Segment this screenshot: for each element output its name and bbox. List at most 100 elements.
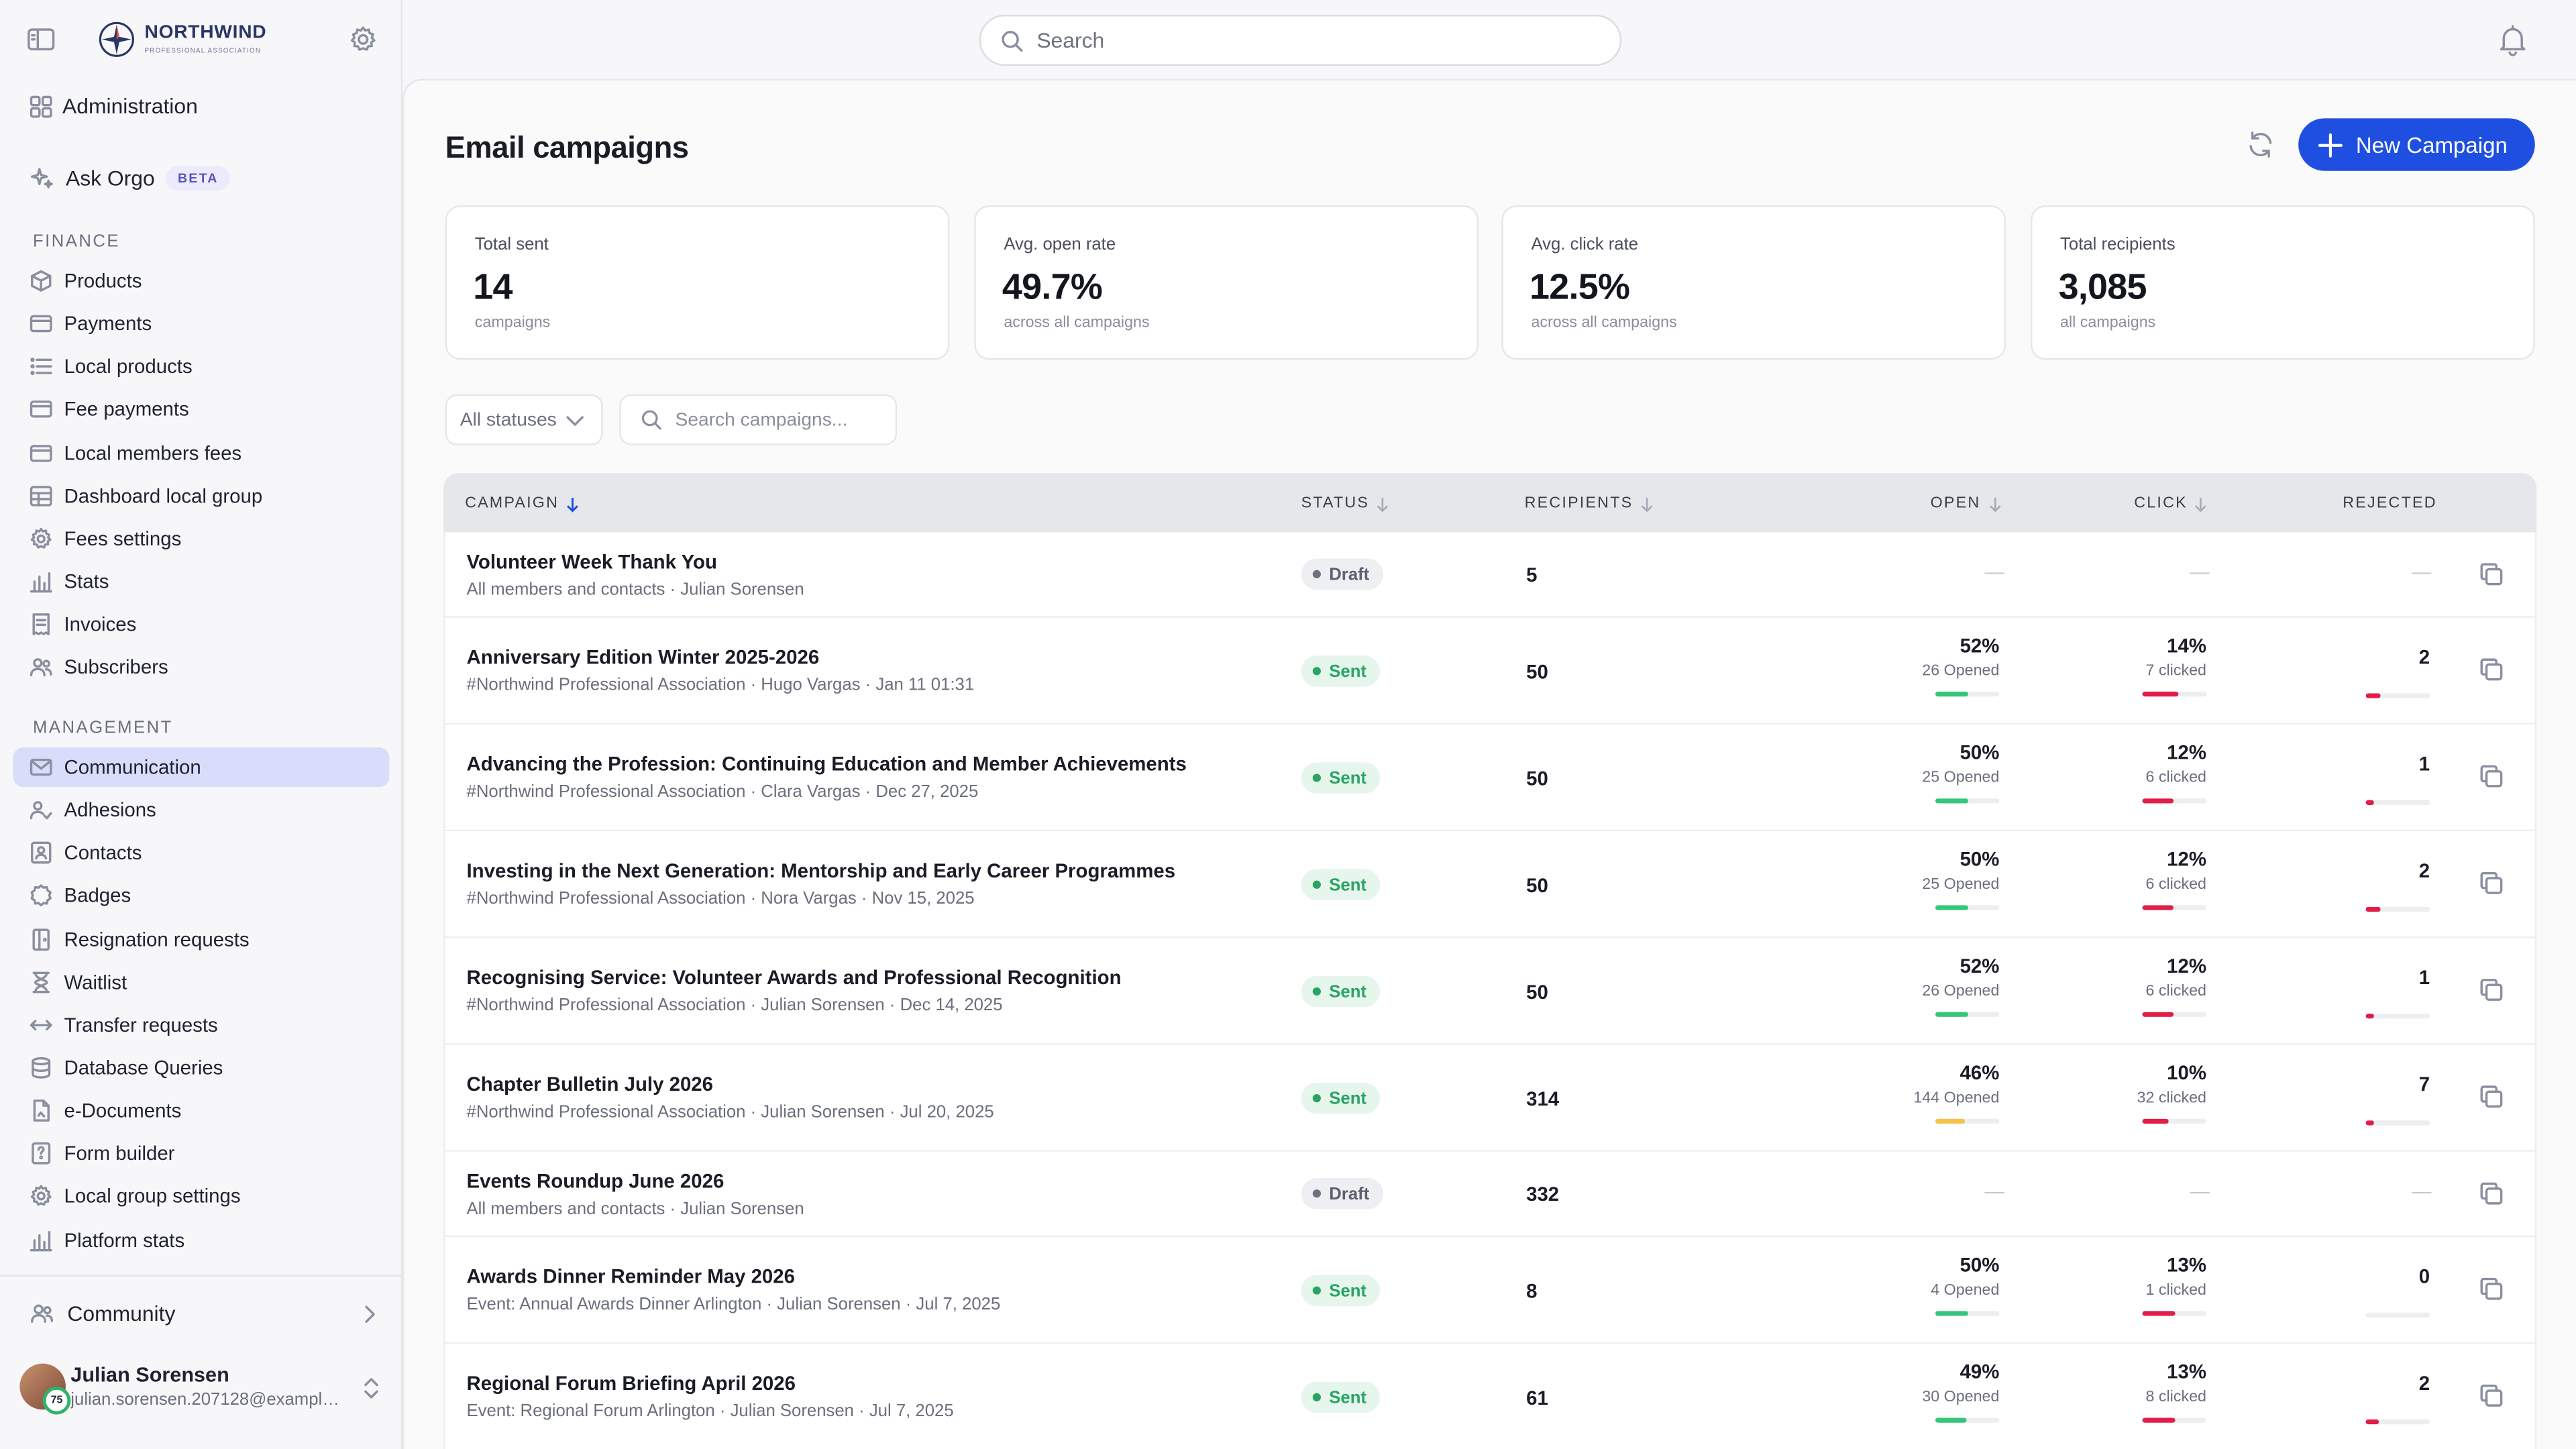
rejected-cell: 0: [2357, 1265, 2430, 1318]
duplicate-icon[interactable]: [2479, 764, 2504, 789]
campaign-title[interactable]: Regional Forum Briefing April 2026: [466, 1371, 796, 1395]
column-click[interactable]: CLICK: [2134, 494, 2208, 513]
duplicate-icon[interactable]: [2479, 657, 2504, 682]
open-rate-fill: [1935, 1311, 1968, 1316]
campaign-meta: Event: Regional Forum Arlington · Julian…: [466, 1401, 954, 1421]
campaigns-table: CAMPAIGN STATUS RECIPIENTS OPEN CLICK: [443, 473, 2537, 1449]
sidebar-item-badges[interactable]: Badges: [13, 876, 390, 916]
sidebar-item-form-builder[interactable]: Form builder: [13, 1134, 390, 1173]
open-empty: —: [1984, 1179, 2004, 1203]
open-count: 25 Opened: [1922, 875, 2000, 894]
table-row[interactable]: Advancing the Profession: Continuing Edu…: [443, 724, 2537, 832]
sidebar-item-communication[interactable]: Communication: [13, 747, 390, 788]
column-recipients[interactable]: RECIPIENTS: [1525, 494, 1655, 513]
campaign-title[interactable]: Volunteer Week Thank You: [466, 550, 717, 574]
nav-community[interactable]: Community: [30, 1301, 378, 1326]
campaign-meta: #Northwind Professional Association · Ju…: [466, 1102, 994, 1122]
sidebar-item-payments[interactable]: Payments: [13, 304, 390, 343]
table-row[interactable]: Anniversary Edition Winter 2025-2026 #No…: [443, 617, 2537, 725]
duplicate-icon[interactable]: [2479, 1277, 2504, 1301]
sidebar-item-invoices[interactable]: Invoices: [13, 605, 390, 645]
campaign-title[interactable]: Events Roundup June 2026: [466, 1169, 724, 1193]
campaign-title[interactable]: Awards Dinner Reminder May 2026: [466, 1265, 795, 1289]
sidebar-item-fee-payments[interactable]: Fee payments: [13, 390, 390, 429]
campaign-search[interactable]: [619, 394, 898, 445]
sidebar-item-transfer-requests[interactable]: Transfer requests: [13, 1005, 390, 1044]
duplicate-icon[interactable]: [2479, 871, 2504, 896]
column-status[interactable]: STATUS: [1301, 494, 1391, 513]
search-icon: [1002, 30, 1023, 51]
campaign-title[interactable]: Recognising Service: Volunteer Awards an…: [466, 966, 1122, 989]
click-percent: 10%: [2167, 1061, 2207, 1085]
table-row[interactable]: Chapter Bulletin July 2026 #Northwind Pr…: [443, 1044, 2537, 1152]
table-row[interactable]: Recognising Service: Volunteer Awards an…: [443, 938, 2537, 1045]
sidebar-item-products[interactable]: Products: [13, 261, 390, 301]
sidebar-item-label: Adhesions: [64, 798, 156, 822]
main-content: Email campaigns New Campaign Total sent …: [402, 78, 2576, 1449]
campaign-title[interactable]: Chapter Bulletin July 2026: [466, 1073, 713, 1096]
recipients-count: 50: [1526, 767, 1548, 790]
door-icon: [30, 928, 52, 951]
campaign-meta: #Northwind Professional Association · Ju…: [466, 996, 1003, 1016]
sidebar-item-waitlist[interactable]: Waitlist: [13, 962, 390, 1002]
sidebar-item-adhesions[interactable]: Adhesions: [13, 790, 390, 830]
sidebar-item-label: Stats: [64, 570, 109, 594]
campaign-title[interactable]: Investing in the Next Generation: Mentor…: [466, 859, 1176, 883]
sidebar-item-subscribers[interactable]: Subscribers: [13, 648, 390, 688]
column-open[interactable]: OPEN: [1931, 494, 2002, 513]
global-search-input[interactable]: [1036, 28, 1579, 53]
table-row[interactable]: Awards Dinner Reminder May 2026 Event: A…: [443, 1237, 2537, 1344]
sidebar-item-fees-settings[interactable]: Fees settings: [13, 519, 390, 559]
open-rate-fill: [1935, 1417, 1967, 1423]
stat-caption: campaigns: [474, 313, 551, 332]
duplicate-icon[interactable]: [2479, 1181, 2504, 1206]
duplicate-icon[interactable]: [2479, 977, 2504, 1002]
duplicate-icon[interactable]: [2479, 1383, 2504, 1408]
sidebar-item-local-group-settings[interactable]: Local group settings: [13, 1177, 390, 1216]
table-row[interactable]: Events Roundup June 2026 All members and…: [443, 1151, 2537, 1238]
recipients-count: 332: [1526, 1183, 1560, 1206]
rejected-bar: [2365, 1419, 2430, 1425]
user-menu[interactable]: 75 Julian Sorensen julian.sorensen.20712…: [19, 1358, 384, 1417]
status-label: Sent: [1329, 981, 1366, 1002]
sidebar-item-platform-stats[interactable]: Platform stats: [13, 1220, 390, 1259]
gear-icon[interactable]: [348, 25, 378, 54]
click-percent: 12%: [2167, 954, 2207, 978]
nav-administration[interactable]: Administration: [30, 94, 198, 118]
sidebar-item-database-queries[interactable]: Database Queries: [13, 1048, 390, 1087]
sidebar-item-local-products[interactable]: Local products: [13, 347, 390, 386]
sidebar-item-contacts[interactable]: Contacts: [13, 833, 390, 873]
column-campaign[interactable]: CAMPAIGN: [465, 494, 580, 513]
new-campaign-button[interactable]: New Campaign: [2298, 118, 2535, 171]
nav-ask-orgo[interactable]: Ask Orgo BETA: [30, 166, 230, 191]
campaign-meta: #Northwind Professional Association · Hu…: [466, 675, 975, 695]
sidebar-item-resignation-requests[interactable]: Resignation requests: [13, 919, 390, 959]
status-label: Sent: [1329, 661, 1366, 682]
sidebar-item-dashboard-local-group[interactable]: Dashboard local group: [13, 476, 390, 515]
sidebar-item-local-members-fees[interactable]: Local members fees: [13, 433, 390, 472]
status-dot: [1312, 1393, 1321, 1401]
rejected-bar: [2365, 1312, 2430, 1318]
table-row[interactable]: Investing in the Next Generation: Mentor…: [443, 831, 2537, 938]
bell-icon[interactable]: [2496, 23, 2530, 57]
global-search[interactable]: [979, 15, 1622, 66]
sidebar-item-e-documents[interactable]: e-Documents: [13, 1091, 390, 1130]
refresh-icon[interactable]: [2246, 129, 2275, 159]
click-rate-bar: [2142, 692, 2207, 697]
status-filter-select[interactable]: All statuses: [445, 394, 603, 445]
click-count: 1 clicked: [2145, 1281, 2207, 1300]
sidebar-item-label: Local group settings: [64, 1185, 241, 1209]
sort-arrow-icon: [1377, 496, 1389, 512]
status-dot: [1312, 987, 1321, 996]
duplicate-icon[interactable]: [2479, 562, 2504, 587]
logo[interactable]: NORTHWIND PROFESSIONAL ASSOCIATION: [99, 21, 266, 58]
campaign-title[interactable]: Anniversary Edition Winter 2025-2026: [466, 645, 820, 669]
campaign-title[interactable]: Advancing the Profession: Continuing Edu…: [466, 752, 1187, 775]
open-count: 26 Opened: [1922, 982, 2000, 1001]
table-row[interactable]: Regional Forum Briefing April 2026 Event…: [443, 1344, 2537, 1449]
duplicate-icon[interactable]: [2479, 1084, 2504, 1109]
sidebar-toggle-icon[interactable]: [26, 26, 56, 52]
campaign-search-input[interactable]: [675, 410, 889, 430]
sidebar-item-stats[interactable]: Stats: [13, 562, 390, 602]
table-row[interactable]: Volunteer Week Thank You All members and…: [443, 532, 2537, 618]
